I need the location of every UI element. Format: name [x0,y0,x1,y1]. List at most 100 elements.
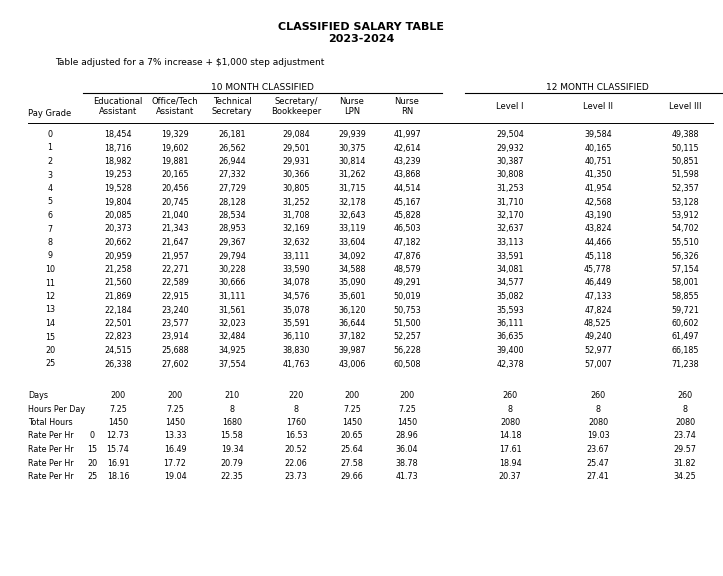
Text: Rate Per Hr: Rate Per Hr [28,472,74,481]
Text: 29,932: 29,932 [496,143,524,153]
Text: 26,181: 26,181 [218,130,246,139]
Text: 71,238: 71,238 [671,359,699,369]
Text: 33,119: 33,119 [338,225,366,233]
Text: 33,111: 33,111 [282,252,309,260]
Text: 19,881: 19,881 [161,157,189,166]
Text: 3: 3 [48,170,53,180]
Text: 17.61: 17.61 [499,445,521,454]
Text: 45,778: 45,778 [584,265,612,274]
Text: 20,745: 20,745 [161,198,189,207]
Text: 30,814: 30,814 [338,157,366,166]
Text: 24,515: 24,515 [104,346,132,355]
Text: 12.73: 12.73 [106,431,129,441]
Text: 20,165: 20,165 [161,170,189,180]
Text: 11: 11 [45,279,55,287]
Text: 31,710: 31,710 [496,198,523,207]
Text: 53,912: 53,912 [671,211,699,220]
Text: 7.25: 7.25 [109,404,127,414]
Text: 30,808: 30,808 [496,170,523,180]
Text: 37,554: 37,554 [218,359,246,369]
Text: 31,253: 31,253 [496,184,523,193]
Text: 35,078: 35,078 [282,305,310,314]
Text: 23.73: 23.73 [285,472,307,481]
Text: 47,824: 47,824 [584,305,612,314]
Text: 21,560: 21,560 [104,279,132,287]
Text: 25: 25 [45,359,55,369]
Text: 200: 200 [344,391,359,400]
Text: 23.74: 23.74 [674,431,696,441]
Text: 36,111: 36,111 [496,319,523,328]
Text: 21,957: 21,957 [161,252,189,260]
Text: 35,593: 35,593 [496,305,524,314]
Text: 38.78: 38.78 [395,458,419,468]
Text: 16.49: 16.49 [163,445,187,454]
Text: LPN: LPN [344,107,360,116]
Text: 46,503: 46,503 [393,225,421,233]
Text: 20: 20 [45,346,55,355]
Text: 31,252: 31,252 [282,198,310,207]
Text: 29.57: 29.57 [674,445,696,454]
Text: Table adjusted for a 7% increase + $1,000 step adjustment: Table adjusted for a 7% increase + $1,00… [55,58,325,67]
Text: 43,868: 43,868 [393,170,421,180]
Text: Rate Per Hr: Rate Per Hr [28,458,74,468]
Text: 5: 5 [48,198,53,207]
Text: 29.66: 29.66 [341,472,364,481]
Text: 19,253: 19,253 [104,170,132,180]
Text: 1760: 1760 [286,418,306,427]
Text: 200: 200 [168,391,183,400]
Text: 60,602: 60,602 [671,319,698,328]
Text: 18,716: 18,716 [104,143,132,153]
Text: 20,373: 20,373 [104,225,132,233]
Text: 30,375: 30,375 [338,143,366,153]
Text: 40,751: 40,751 [584,157,612,166]
Text: 16.53: 16.53 [285,431,307,441]
Text: 8: 8 [596,404,601,414]
Text: 25.64: 25.64 [341,445,364,454]
Text: 2080: 2080 [500,418,520,427]
Text: 8: 8 [229,404,234,414]
Text: Secretary/: Secretary/ [274,97,317,106]
Text: 45,118: 45,118 [584,252,612,260]
Text: 46,449: 46,449 [584,279,612,287]
Text: 58,001: 58,001 [671,279,698,287]
Text: 26,562: 26,562 [218,143,246,153]
Text: 200: 200 [399,391,414,400]
Text: 29,504: 29,504 [496,130,524,139]
Text: 21,258: 21,258 [104,265,132,274]
Text: Total Hours: Total Hours [28,418,72,427]
Text: 28,534: 28,534 [218,211,246,220]
Text: 51,500: 51,500 [393,319,421,328]
Text: 55,510: 55,510 [671,238,699,247]
Text: 260: 260 [677,391,693,400]
Text: 29,367: 29,367 [218,238,246,247]
Text: 60,508: 60,508 [393,359,421,369]
Text: 42,614: 42,614 [393,143,421,153]
Text: 28,953: 28,953 [218,225,246,233]
Text: 31,561: 31,561 [218,305,246,314]
Text: 41.73: 41.73 [395,472,419,481]
Text: 23,240: 23,240 [161,305,189,314]
Text: 15: 15 [45,332,55,342]
Text: 58,855: 58,855 [671,292,699,301]
Text: 27.41: 27.41 [586,472,609,481]
Text: 7.25: 7.25 [398,404,416,414]
Text: 20.79: 20.79 [221,458,244,468]
Text: 52,257: 52,257 [393,332,421,342]
Text: 36,644: 36,644 [338,319,366,328]
Text: 1: 1 [48,143,53,153]
Text: 43,239: 43,239 [393,157,421,166]
Text: 47,182: 47,182 [393,238,421,247]
Text: 30,666: 30,666 [218,279,246,287]
Text: Educational: Educational [93,97,142,106]
Text: 34,081: 34,081 [496,265,523,274]
Text: 35,591: 35,591 [282,319,310,328]
Text: 9: 9 [48,252,53,260]
Text: 34,588: 34,588 [338,265,366,274]
Text: Technical: Technical [213,97,252,106]
Text: 34.25: 34.25 [674,472,696,481]
Text: 12: 12 [45,292,55,301]
Text: 35,601: 35,601 [338,292,366,301]
Text: 8: 8 [508,404,513,414]
Text: 50,115: 50,115 [671,143,699,153]
Text: 19,804: 19,804 [104,198,132,207]
